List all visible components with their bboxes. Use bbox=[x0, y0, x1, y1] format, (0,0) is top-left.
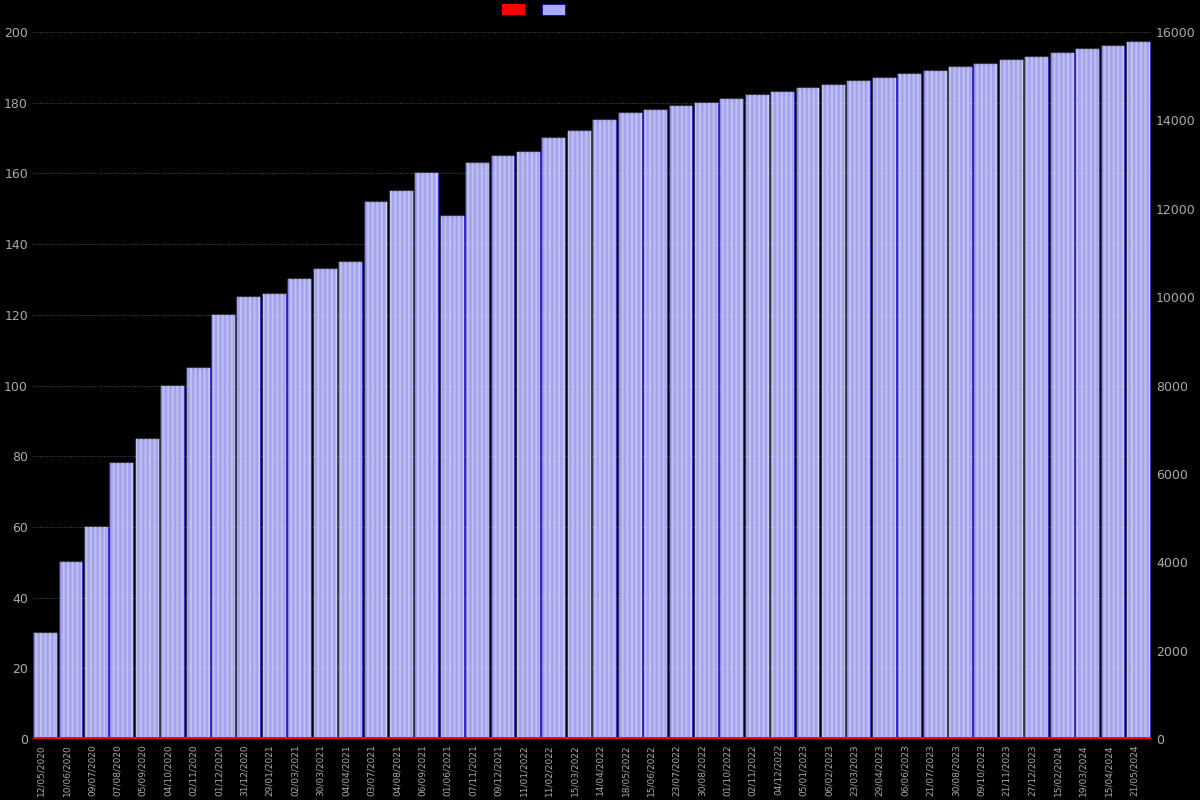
Bar bbox=[1127, 42, 1150, 739]
Bar bbox=[34, 633, 58, 739]
Bar bbox=[492, 155, 515, 739]
Bar bbox=[60, 562, 83, 739]
Bar bbox=[872, 78, 895, 739]
Bar bbox=[288, 279, 311, 739]
Bar bbox=[365, 202, 388, 739]
Bar bbox=[110, 463, 133, 739]
Bar bbox=[263, 294, 286, 739]
Bar bbox=[136, 438, 158, 739]
Bar bbox=[415, 174, 438, 739]
Bar bbox=[797, 88, 820, 739]
Bar bbox=[822, 85, 845, 739]
Bar bbox=[568, 131, 590, 739]
Bar bbox=[772, 92, 794, 739]
Bar bbox=[136, 438, 158, 739]
Bar bbox=[440, 216, 463, 739]
Bar bbox=[745, 95, 769, 739]
Bar bbox=[593, 120, 616, 739]
Legend: , : , bbox=[497, 0, 575, 22]
Bar bbox=[1000, 60, 1022, 739]
Bar bbox=[822, 85, 845, 739]
Bar bbox=[187, 368, 210, 739]
Bar bbox=[924, 70, 947, 739]
Bar bbox=[212, 314, 235, 739]
Bar bbox=[1127, 42, 1150, 739]
Bar bbox=[568, 131, 590, 739]
Bar bbox=[1076, 50, 1099, 739]
Bar bbox=[1102, 46, 1124, 739]
Bar bbox=[797, 88, 820, 739]
Bar bbox=[467, 162, 490, 739]
Bar bbox=[517, 152, 540, 739]
Bar bbox=[847, 82, 870, 739]
Bar bbox=[542, 138, 565, 739]
Bar bbox=[1051, 53, 1074, 739]
Bar bbox=[670, 106, 692, 739]
Bar bbox=[110, 463, 133, 739]
Bar bbox=[619, 113, 642, 739]
Bar bbox=[340, 262, 362, 739]
Bar bbox=[745, 95, 769, 739]
Bar bbox=[390, 191, 413, 739]
Bar bbox=[365, 202, 388, 739]
Bar bbox=[949, 67, 972, 739]
Bar bbox=[899, 74, 922, 739]
Bar bbox=[340, 262, 362, 739]
Bar bbox=[313, 269, 336, 739]
Bar bbox=[1051, 53, 1074, 739]
Bar bbox=[313, 269, 336, 739]
Bar bbox=[212, 314, 235, 739]
Bar bbox=[1102, 46, 1124, 739]
Bar bbox=[619, 113, 642, 739]
Bar bbox=[974, 64, 997, 739]
Bar bbox=[644, 110, 667, 739]
Bar bbox=[85, 527, 108, 739]
Bar bbox=[670, 106, 692, 739]
Bar bbox=[517, 152, 540, 739]
Bar bbox=[161, 386, 184, 739]
Bar bbox=[1000, 60, 1022, 739]
Bar bbox=[847, 82, 870, 739]
Bar bbox=[1025, 57, 1048, 739]
Bar bbox=[772, 92, 794, 739]
Bar bbox=[542, 138, 565, 739]
Bar bbox=[872, 78, 895, 739]
Bar bbox=[440, 216, 463, 739]
Bar bbox=[720, 99, 743, 739]
Bar bbox=[644, 110, 667, 739]
Bar bbox=[492, 155, 515, 739]
Bar bbox=[263, 294, 286, 739]
Bar bbox=[1025, 57, 1048, 739]
Bar bbox=[695, 102, 718, 739]
Bar bbox=[161, 386, 184, 739]
Bar bbox=[949, 67, 972, 739]
Bar bbox=[60, 562, 83, 739]
Bar bbox=[695, 102, 718, 739]
Bar bbox=[415, 174, 438, 739]
Bar bbox=[720, 99, 743, 739]
Bar bbox=[187, 368, 210, 739]
Bar bbox=[467, 162, 490, 739]
Bar bbox=[238, 297, 260, 739]
Bar bbox=[85, 527, 108, 739]
Bar bbox=[924, 70, 947, 739]
Bar bbox=[34, 633, 58, 739]
Bar bbox=[593, 120, 616, 739]
Bar bbox=[899, 74, 922, 739]
Bar bbox=[1076, 50, 1099, 739]
Bar bbox=[288, 279, 311, 739]
Bar bbox=[390, 191, 413, 739]
Bar bbox=[238, 297, 260, 739]
Bar bbox=[974, 64, 997, 739]
